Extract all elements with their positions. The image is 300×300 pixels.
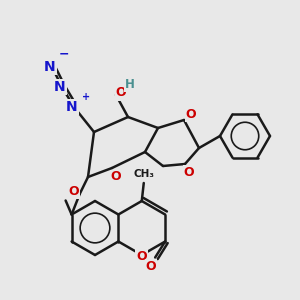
Text: N: N: [54, 80, 66, 94]
Text: O: O: [146, 260, 157, 273]
Text: CH₃: CH₃: [133, 169, 154, 179]
Text: O: O: [68, 185, 79, 198]
Text: O: O: [184, 166, 194, 178]
Text: O: O: [116, 86, 126, 100]
Text: O: O: [136, 250, 147, 262]
Text: N: N: [66, 100, 78, 114]
Text: +: +: [82, 92, 90, 102]
Text: O: O: [111, 170, 121, 184]
Text: −: −: [59, 48, 70, 61]
Text: H: H: [125, 79, 135, 92]
Text: O: O: [186, 107, 196, 121]
Text: N: N: [44, 60, 56, 74]
